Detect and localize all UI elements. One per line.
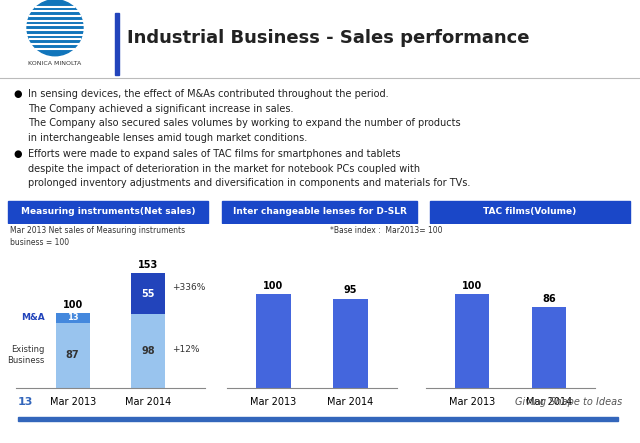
Text: KONICA MINOLTA: KONICA MINOLTA — [28, 61, 82, 66]
Circle shape — [27, 0, 83, 56]
Bar — [430, 201, 630, 223]
Text: Inter changeable lenses for D-SLR: Inter changeable lenses for D-SLR — [232, 207, 406, 216]
Bar — [532, 307, 566, 388]
Text: Efforts were made to expand sales of TAC films for smartphones and tablets
despi: Efforts were made to expand sales of TAC… — [28, 149, 470, 188]
Text: 13: 13 — [67, 313, 79, 323]
Bar — [115, 13, 119, 75]
Text: Giving Shape to Ideas: Giving Shape to Ideas — [515, 397, 622, 407]
Text: 86: 86 — [542, 294, 556, 303]
Bar — [131, 315, 165, 388]
Bar — [454, 294, 489, 388]
Bar — [131, 273, 165, 315]
Bar — [222, 201, 417, 223]
Text: 100: 100 — [461, 280, 482, 291]
Text: +336%: +336% — [172, 283, 205, 292]
Text: 98: 98 — [141, 346, 155, 356]
Text: 13: 13 — [18, 397, 33, 407]
Bar — [56, 323, 90, 388]
Text: 153: 153 — [138, 260, 158, 270]
Bar — [333, 299, 368, 388]
Text: In sensing devices, the effect of M&As contributed throughout the period.
The Co: In sensing devices, the effect of M&As c… — [28, 89, 461, 143]
Text: *Base index :  Mar2013= 100: *Base index : Mar2013= 100 — [330, 226, 442, 235]
Bar — [8, 201, 208, 223]
Bar — [256, 294, 291, 388]
Text: ●: ● — [13, 89, 22, 99]
Text: ●: ● — [13, 149, 22, 159]
Text: TAC films(Volume): TAC films(Volume) — [483, 207, 577, 216]
Text: Industrial Business - Sales performance: Industrial Business - Sales performance — [127, 29, 529, 47]
Text: Mar 2013 Net sales of Measuring instruments
business = 100: Mar 2013 Net sales of Measuring instrume… — [10, 226, 185, 247]
Text: 55: 55 — [141, 289, 155, 299]
Text: 100: 100 — [263, 280, 284, 291]
Text: 100: 100 — [63, 300, 83, 310]
Bar — [56, 313, 90, 323]
Text: Measuring instruments(Net sales): Measuring instruments(Net sales) — [20, 207, 195, 216]
Text: +12%: +12% — [172, 345, 200, 354]
Text: Existing
Business: Existing Business — [7, 346, 45, 365]
Text: 87: 87 — [66, 350, 79, 360]
Text: 95: 95 — [344, 285, 357, 295]
Bar — [18, 417, 618, 421]
Text: M&A: M&A — [21, 313, 45, 323]
